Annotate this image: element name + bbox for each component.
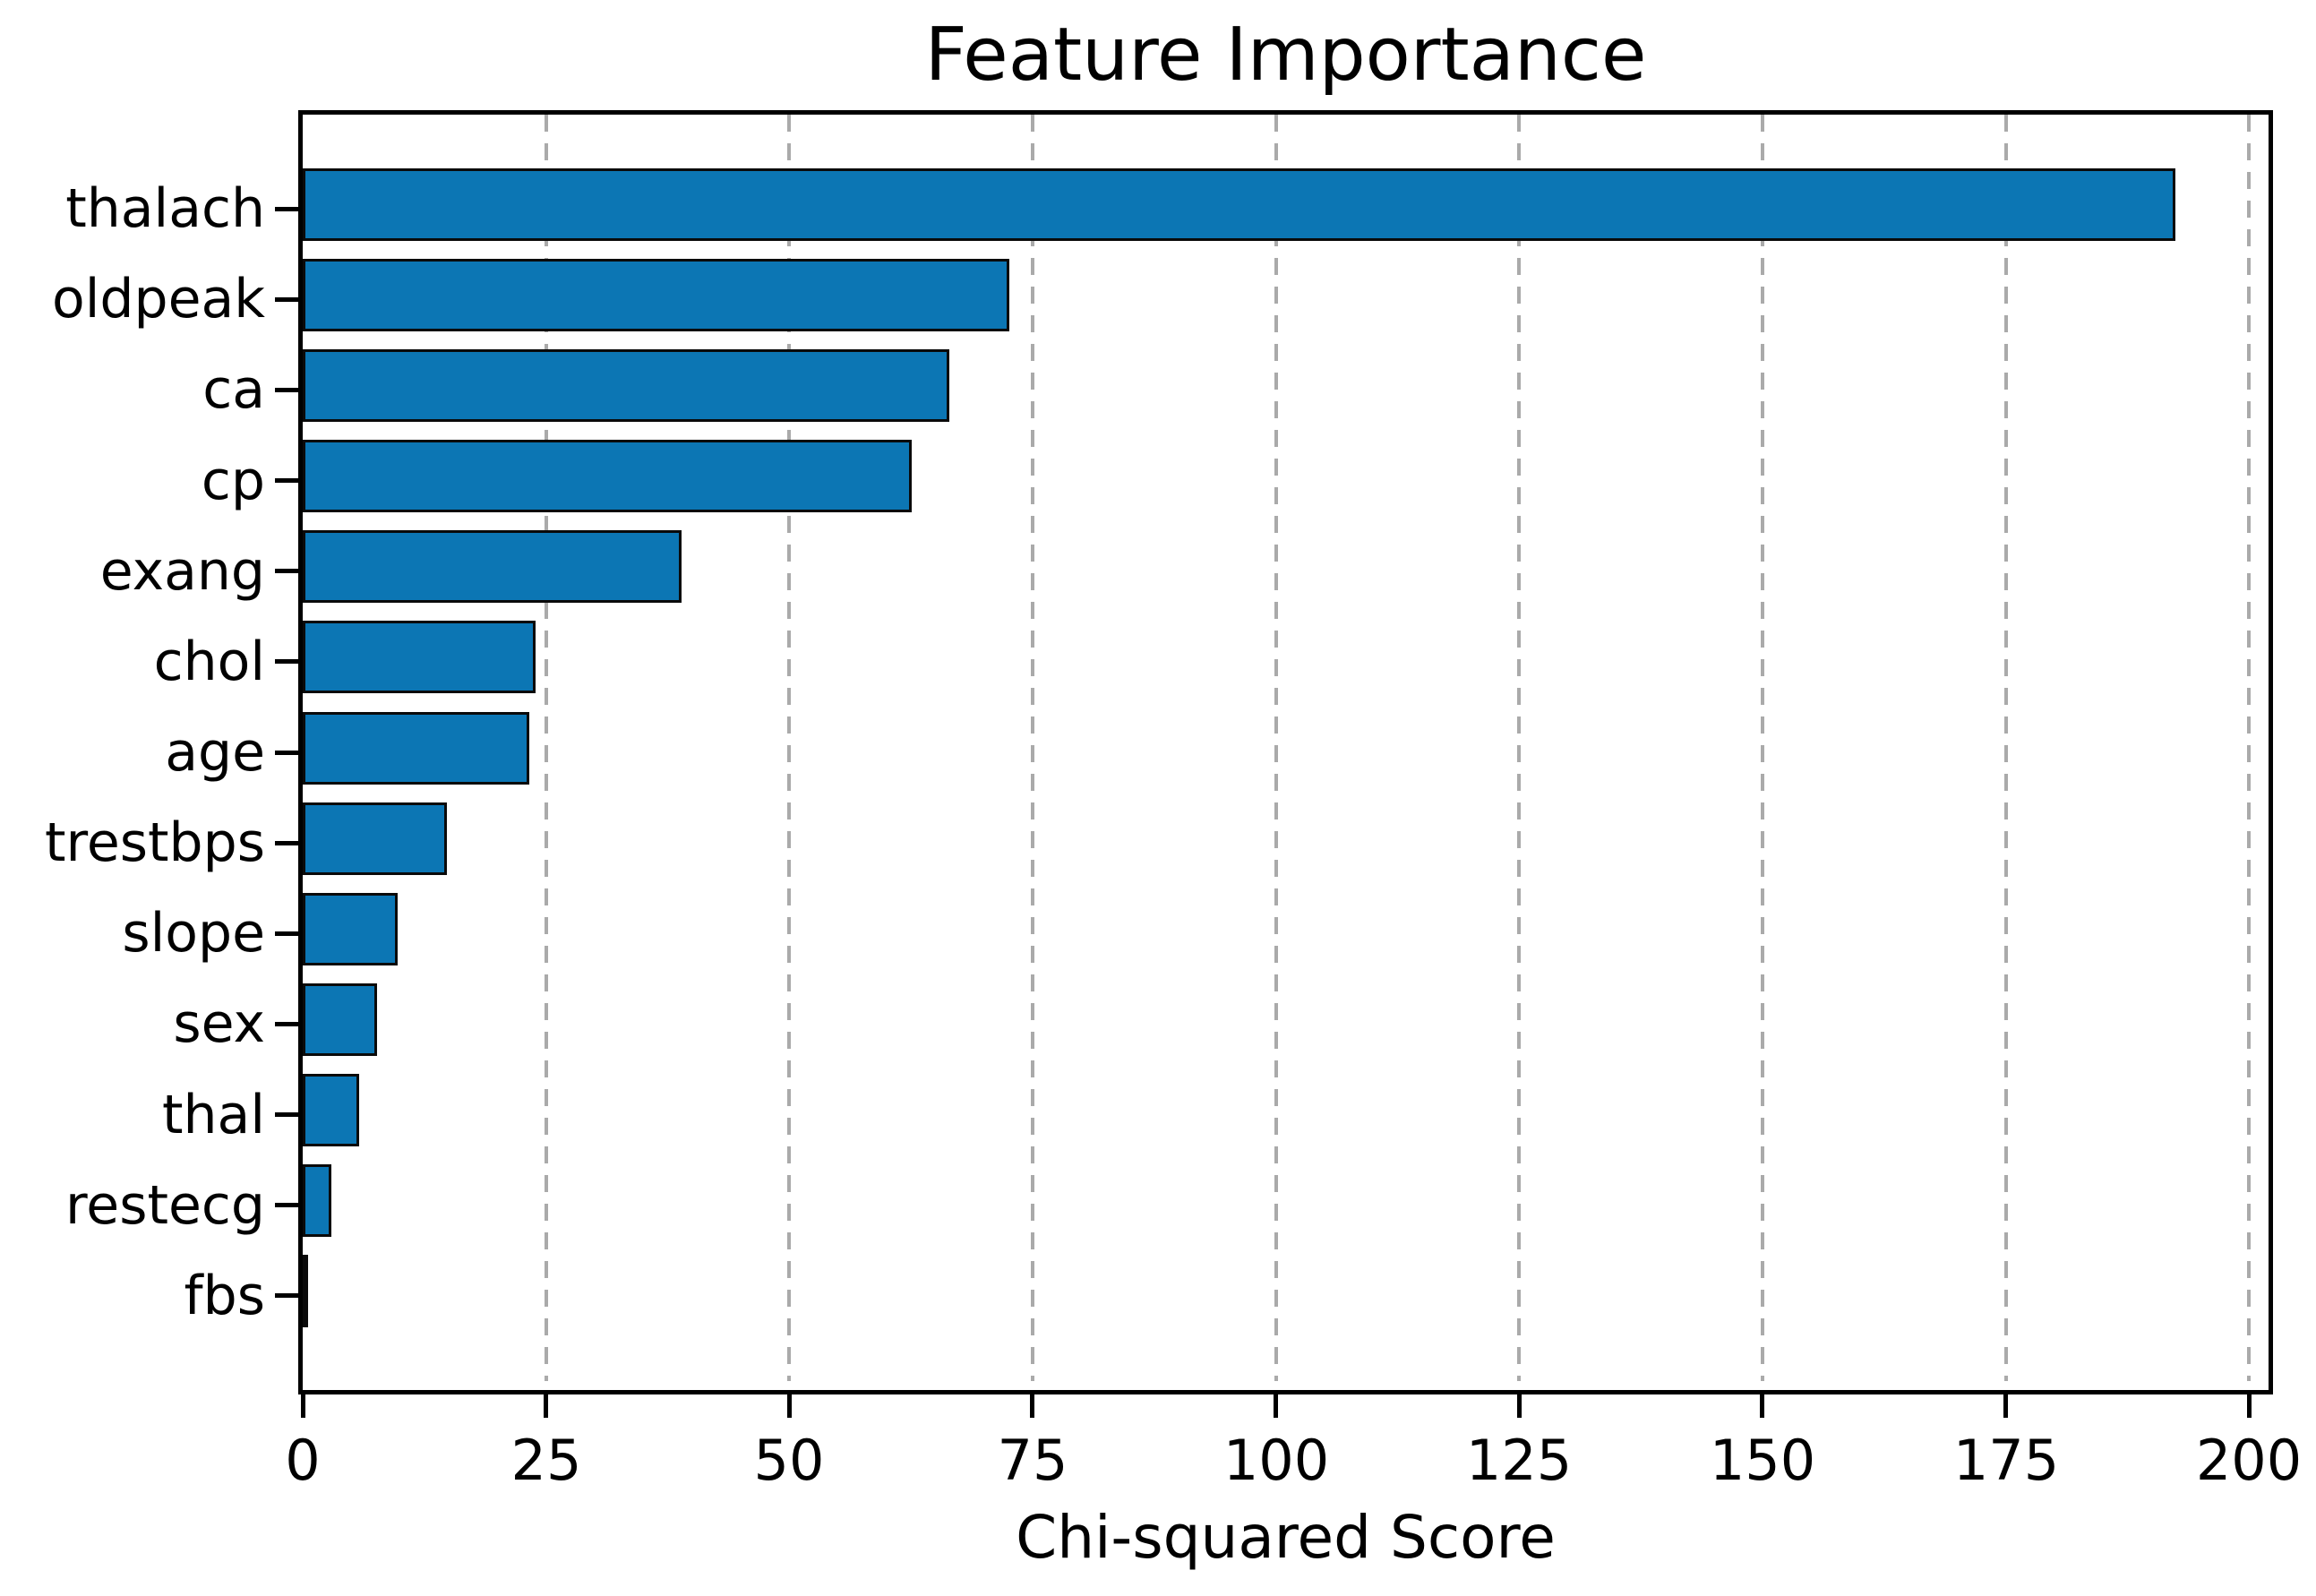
gridline-x-100 (1274, 115, 1278, 1381)
x-tick-mark-50 (787, 1394, 792, 1418)
x-tick-mark-25 (544, 1394, 548, 1418)
x-tick-mark-200 (2247, 1394, 2252, 1418)
y-tick-mark-sex (275, 1022, 298, 1026)
bar-thal (303, 1074, 359, 1146)
bar-thalach (303, 168, 2175, 241)
y-tick-mark-chol (275, 659, 298, 664)
y-tick-mark-oldpeak (275, 297, 298, 302)
y-tick-label-restecg: restecg (64, 1174, 265, 1237)
x-tick-label-75: 75 (997, 1428, 1068, 1493)
bar-cp (303, 440, 912, 512)
y-tick-label-slope: slope (122, 902, 265, 965)
gridline-x-200 (2247, 115, 2251, 1381)
y-tick-label-thalach: thalach (65, 177, 265, 240)
bar-ca (303, 349, 949, 422)
gridline-x-150 (1761, 115, 1764, 1381)
x-tick-label-150: 150 (1709, 1428, 1816, 1493)
y-tick-mark-exang (275, 569, 298, 573)
x-tick-mark-150 (1760, 1394, 1764, 1418)
x-tick-label-125: 125 (1465, 1428, 1573, 1493)
x-tick-mark-125 (1517, 1394, 1522, 1418)
chart-title: Feature Importance (924, 13, 1647, 98)
bar-restecg (303, 1164, 331, 1237)
x-tick-mark-75 (1030, 1394, 1034, 1418)
x-tick-mark-0 (301, 1394, 305, 1418)
y-tick-mark-thalach (275, 207, 298, 211)
y-tick-label-trestbps: trestbps (44, 811, 265, 874)
y-tick-mark-restecg (275, 1203, 298, 1207)
y-tick-mark-trestbps (275, 841, 298, 845)
x-tick-mark-100 (1274, 1394, 1278, 1418)
y-tick-label-cp: cp (201, 450, 265, 512)
bar-trestbps (303, 802, 447, 875)
x-tick-label-50: 50 (753, 1428, 825, 1493)
y-tick-label-chol: chol (153, 631, 265, 693)
y-tick-mark-slope (275, 931, 298, 936)
bar-fbs (303, 1255, 308, 1327)
y-tick-label-fbs: fbs (184, 1265, 265, 1327)
y-tick-label-thal: thal (162, 1084, 265, 1146)
y-tick-mark-fbs (275, 1293, 298, 1298)
x-tick-label-175: 175 (1952, 1428, 2060, 1493)
bar-exang (303, 530, 682, 603)
plot-area (298, 110, 2273, 1394)
bar-sex (303, 983, 377, 1056)
bar-age (303, 712, 529, 785)
x-tick-label-100: 100 (1222, 1428, 1330, 1493)
gridline-x-175 (2004, 115, 2008, 1381)
x-tick-mark-175 (2003, 1394, 2008, 1418)
y-tick-mark-cp (275, 478, 298, 483)
x-tick-label-0: 0 (285, 1428, 321, 1493)
bar-oldpeak (303, 259, 1009, 331)
y-tick-mark-ca (275, 388, 298, 392)
gridline-x-75 (1031, 115, 1034, 1381)
y-tick-label-oldpeak: oldpeak (52, 268, 265, 330)
x-tick-label-200: 200 (2195, 1428, 2303, 1493)
y-tick-label-exang: exang (99, 540, 265, 603)
gridline-x-125 (1517, 115, 1521, 1381)
bar-slope (303, 893, 398, 965)
gridline-x-50 (787, 115, 791, 1381)
y-tick-label-age: age (165, 721, 265, 784)
y-tick-mark-age (275, 751, 298, 755)
bar-chol (303, 621, 536, 693)
x-tick-label-25: 25 (510, 1428, 582, 1493)
y-tick-mark-thal (275, 1112, 298, 1117)
x-axis-label: Chi-squared Score (1016, 1503, 1556, 1572)
y-tick-label-sex: sex (173, 992, 265, 1055)
gridline-x-25 (545, 115, 548, 1381)
y-tick-label-ca: ca (202, 358, 265, 421)
